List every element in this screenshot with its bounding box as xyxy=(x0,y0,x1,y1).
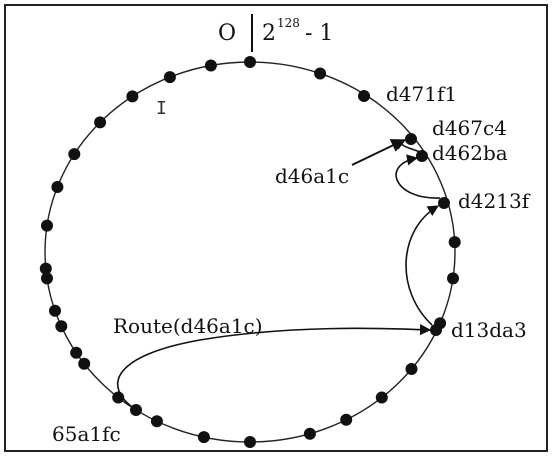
header-zero: O xyxy=(218,21,236,46)
ring-node xyxy=(375,391,388,404)
route-arrow-origin-to-d13da3 xyxy=(117,324,432,411)
label-d467c4: d467c4 xyxy=(432,116,507,140)
ring-node xyxy=(78,357,91,370)
node-d4213f xyxy=(438,197,450,209)
header-power-exp: 128 xyxy=(277,16,300,30)
route-arrow-d13da3-to-d4213f xyxy=(405,205,439,326)
ring-node xyxy=(55,320,68,333)
ring-node xyxy=(41,272,53,285)
ring-node xyxy=(405,363,418,375)
ring-node xyxy=(39,262,52,275)
node-d467c4 xyxy=(405,133,417,145)
text-cursor-icon: I xyxy=(156,98,167,119)
label-route: Route(d46a1c) xyxy=(113,314,263,338)
ring-node xyxy=(68,148,81,161)
ring-node xyxy=(94,116,107,129)
header-power-suffix: - 1 xyxy=(305,21,333,46)
label-65a1fc: 65a1fc xyxy=(52,422,121,446)
ring-node xyxy=(314,67,327,80)
label-d462ba: d462ba xyxy=(432,141,508,165)
label-d46a1c: d46a1c xyxy=(275,164,349,188)
ring-nodes xyxy=(39,56,461,448)
ring-node xyxy=(303,427,316,440)
ring-node xyxy=(447,272,459,285)
ring-node xyxy=(448,236,461,249)
ring-node xyxy=(197,431,210,444)
label-d13da3: d13da3 xyxy=(451,318,527,342)
ring-node xyxy=(70,346,83,359)
ring-node xyxy=(204,59,217,72)
ring-node xyxy=(126,90,139,103)
diagram-frame xyxy=(4,4,548,452)
ring-node xyxy=(244,56,256,68)
label-d4213f: d4213f xyxy=(458,189,531,213)
identifier-ring xyxy=(44,61,456,443)
ring-node xyxy=(163,71,176,84)
key-pointer-arrow-d46a1c xyxy=(351,139,406,166)
label-d471f1: d471f1 xyxy=(386,82,457,106)
ring-node xyxy=(41,219,53,232)
ring-node xyxy=(49,304,61,317)
ring-node xyxy=(150,415,163,428)
ring-node xyxy=(244,436,256,448)
ring-node xyxy=(340,413,353,426)
node-d13da3 xyxy=(430,324,442,336)
header-power-base: 2 xyxy=(262,21,276,46)
node-d462ba xyxy=(416,150,428,162)
node-d471f1 xyxy=(358,90,370,102)
route-arrow-d4213f-to-d462ba xyxy=(395,154,441,199)
ring-node xyxy=(51,181,64,193)
